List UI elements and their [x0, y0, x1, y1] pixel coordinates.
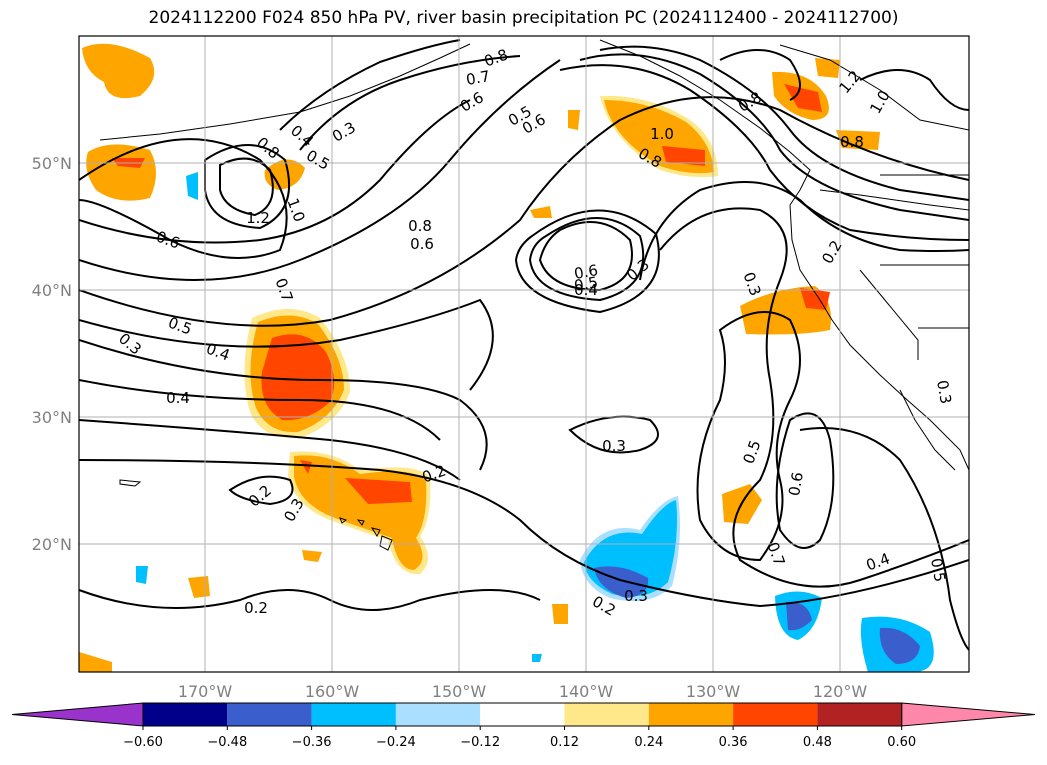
contour-label: 0.4: [166, 389, 190, 407]
colorbar-segment: [648, 703, 734, 726]
map-frame: [78, 35, 970, 673]
colorbar-tick-label: −0.12: [460, 735, 500, 750]
contour-label: 0.3: [602, 437, 626, 455]
colorbar-segment: [227, 703, 312, 726]
colorbar-segment: [564, 703, 649, 726]
colorbar-tick-label: 0.12: [550, 735, 579, 750]
colorbar-tick-label: 0.36: [719, 735, 748, 750]
contour-label: 0.7: [465, 67, 492, 89]
lon-label: 140°W: [559, 682, 614, 701]
map-title: 2024112200 F024 850 hPa PV, river basin …: [148, 8, 899, 28]
colorbar-segment: [395, 703, 481, 726]
map-area: [79, 36, 969, 672]
lon-label: 160°W: [305, 682, 360, 701]
colorbar-tick-label: −0.24: [376, 735, 416, 750]
contour-label: 0.2: [244, 599, 268, 617]
hawaii-islands: [119, 479, 393, 551]
colorbar-segment: [480, 703, 565, 726]
colorbar-arrow-right: [901, 702, 1036, 727]
colorbar-segment: [733, 703, 818, 726]
contour-label: 0.4: [574, 281, 598, 299]
contour-label: 0.6: [410, 235, 434, 253]
contour-label: 1.2: [246, 209, 270, 227]
coastlines: [99, 39, 969, 471]
contour-label: 0.6: [785, 471, 807, 498]
lat-label: 30°N: [32, 408, 72, 427]
colorbar: −0.60 −0.48 −0.36 −0.24 −0.12 0.12 0.24 0.36 0.4…: [11, 702, 1036, 750]
gridlines: [79, 36, 969, 672]
contour-label: 0.3: [624, 587, 648, 605]
lat-label: 40°N: [32, 281, 72, 300]
colorbar-segment: [817, 703, 902, 726]
lon-label: 130°W: [686, 682, 741, 701]
colorbar-segment: [311, 703, 396, 726]
lat-label: 20°N: [32, 535, 72, 554]
lon-label: 120°W: [813, 682, 868, 701]
colorbar-tick-label: −0.48: [207, 735, 247, 750]
colorbar-frame: [142, 702, 903, 727]
colorbar-tick-label: −0.60: [123, 735, 163, 750]
colorbar-tick-label: 0.60: [887, 735, 916, 750]
contour-label: 0.5: [927, 557, 949, 584]
contour-label: 0.6: [573, 261, 600, 283]
pv-contours: [79, 39, 969, 651]
contour-label: 0.5: [573, 273, 600, 295]
lon-label: 150°W: [432, 682, 487, 701]
colorbar-tick-label: −0.36: [292, 735, 332, 750]
colorbar-arrow-left: [11, 702, 144, 727]
colorbar-tick-label: 0.24: [634, 735, 663, 750]
contour-label: 1.0: [650, 125, 674, 143]
contour-label: 0.8: [840, 133, 864, 151]
lat-label: 50°N: [32, 154, 72, 173]
lon-label: 170°W: [178, 682, 233, 701]
colorbar-segment: [143, 703, 228, 726]
contour-label: 0.8: [408, 217, 432, 235]
colorbar-tick-label: 0.48: [803, 735, 832, 750]
contour-label: 0.3: [933, 379, 955, 406]
